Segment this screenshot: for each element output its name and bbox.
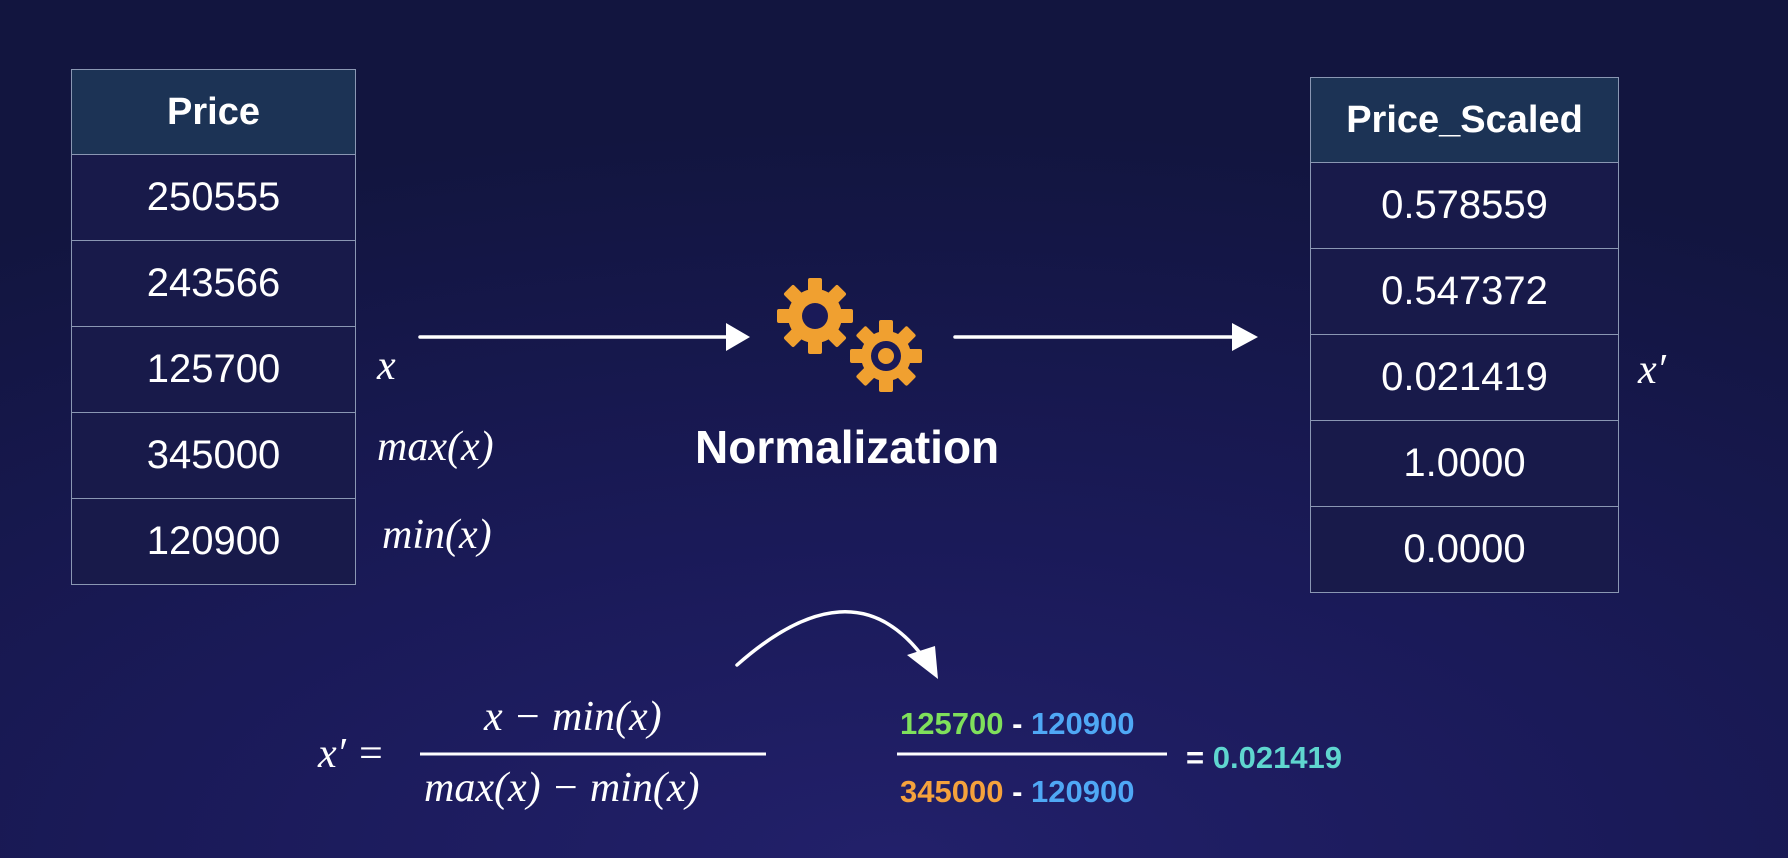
price-cell: 250555 bbox=[71, 154, 356, 241]
curved-arrow-icon bbox=[735, 610, 938, 679]
price-table: Price 250555 243566 125700 345000 120900 bbox=[71, 69, 356, 585]
gears-icon bbox=[777, 278, 922, 392]
price-scaled-table: Price_Scaled 0.578559 0.547372 0.021419 … bbox=[1310, 77, 1619, 593]
calc-result-value: 0.021419 bbox=[1212, 740, 1343, 775]
calc-min-value: 120900 bbox=[1031, 706, 1135, 741]
scaled-cell-x-prime: 0.021419 bbox=[1310, 334, 1619, 421]
price-cell-min: 120900 bbox=[71, 498, 356, 585]
calc-min-value: 120900 bbox=[1031, 774, 1135, 809]
scaled-cell: 0.578559 bbox=[1310, 162, 1619, 249]
label-min-x: min(x) bbox=[382, 512, 492, 558]
calc-numerator: 125700 - 120900 bbox=[900, 706, 1134, 742]
scaled-cell: 1.0000 bbox=[1310, 420, 1619, 507]
formula-denominator: max(x) − min(x) bbox=[424, 765, 700, 811]
calc-minus: - bbox=[1012, 706, 1023, 741]
calc-x-value: 125700 bbox=[900, 706, 1004, 741]
label-max-x: max(x) bbox=[377, 424, 494, 470]
calc-result: = 0.021419 bbox=[1186, 740, 1342, 776]
arrow-right-icon bbox=[953, 323, 1258, 351]
calc-equals: = bbox=[1186, 740, 1205, 775]
arrow-right-icon bbox=[418, 323, 750, 351]
normalization-title: Normalization bbox=[695, 421, 1000, 473]
formula-lhs: x′ = bbox=[318, 731, 385, 777]
calc-minus: - bbox=[1012, 774, 1023, 809]
label-x-prime: x′ bbox=[1638, 347, 1666, 393]
price-cell-x: 125700 bbox=[71, 326, 356, 413]
scaled-cell: 0.547372 bbox=[1310, 248, 1619, 335]
price-header: Price bbox=[71, 69, 356, 155]
calc-max-value: 345000 bbox=[900, 774, 1004, 809]
calc-denominator: 345000 - 120900 bbox=[900, 774, 1134, 810]
scaled-cell: 0.0000 bbox=[1310, 506, 1619, 593]
formula-numerator: x − min(x) bbox=[484, 694, 662, 740]
label-x: x bbox=[377, 343, 396, 389]
price-scaled-header: Price_Scaled bbox=[1310, 77, 1619, 163]
price-cell-max: 345000 bbox=[71, 412, 356, 499]
